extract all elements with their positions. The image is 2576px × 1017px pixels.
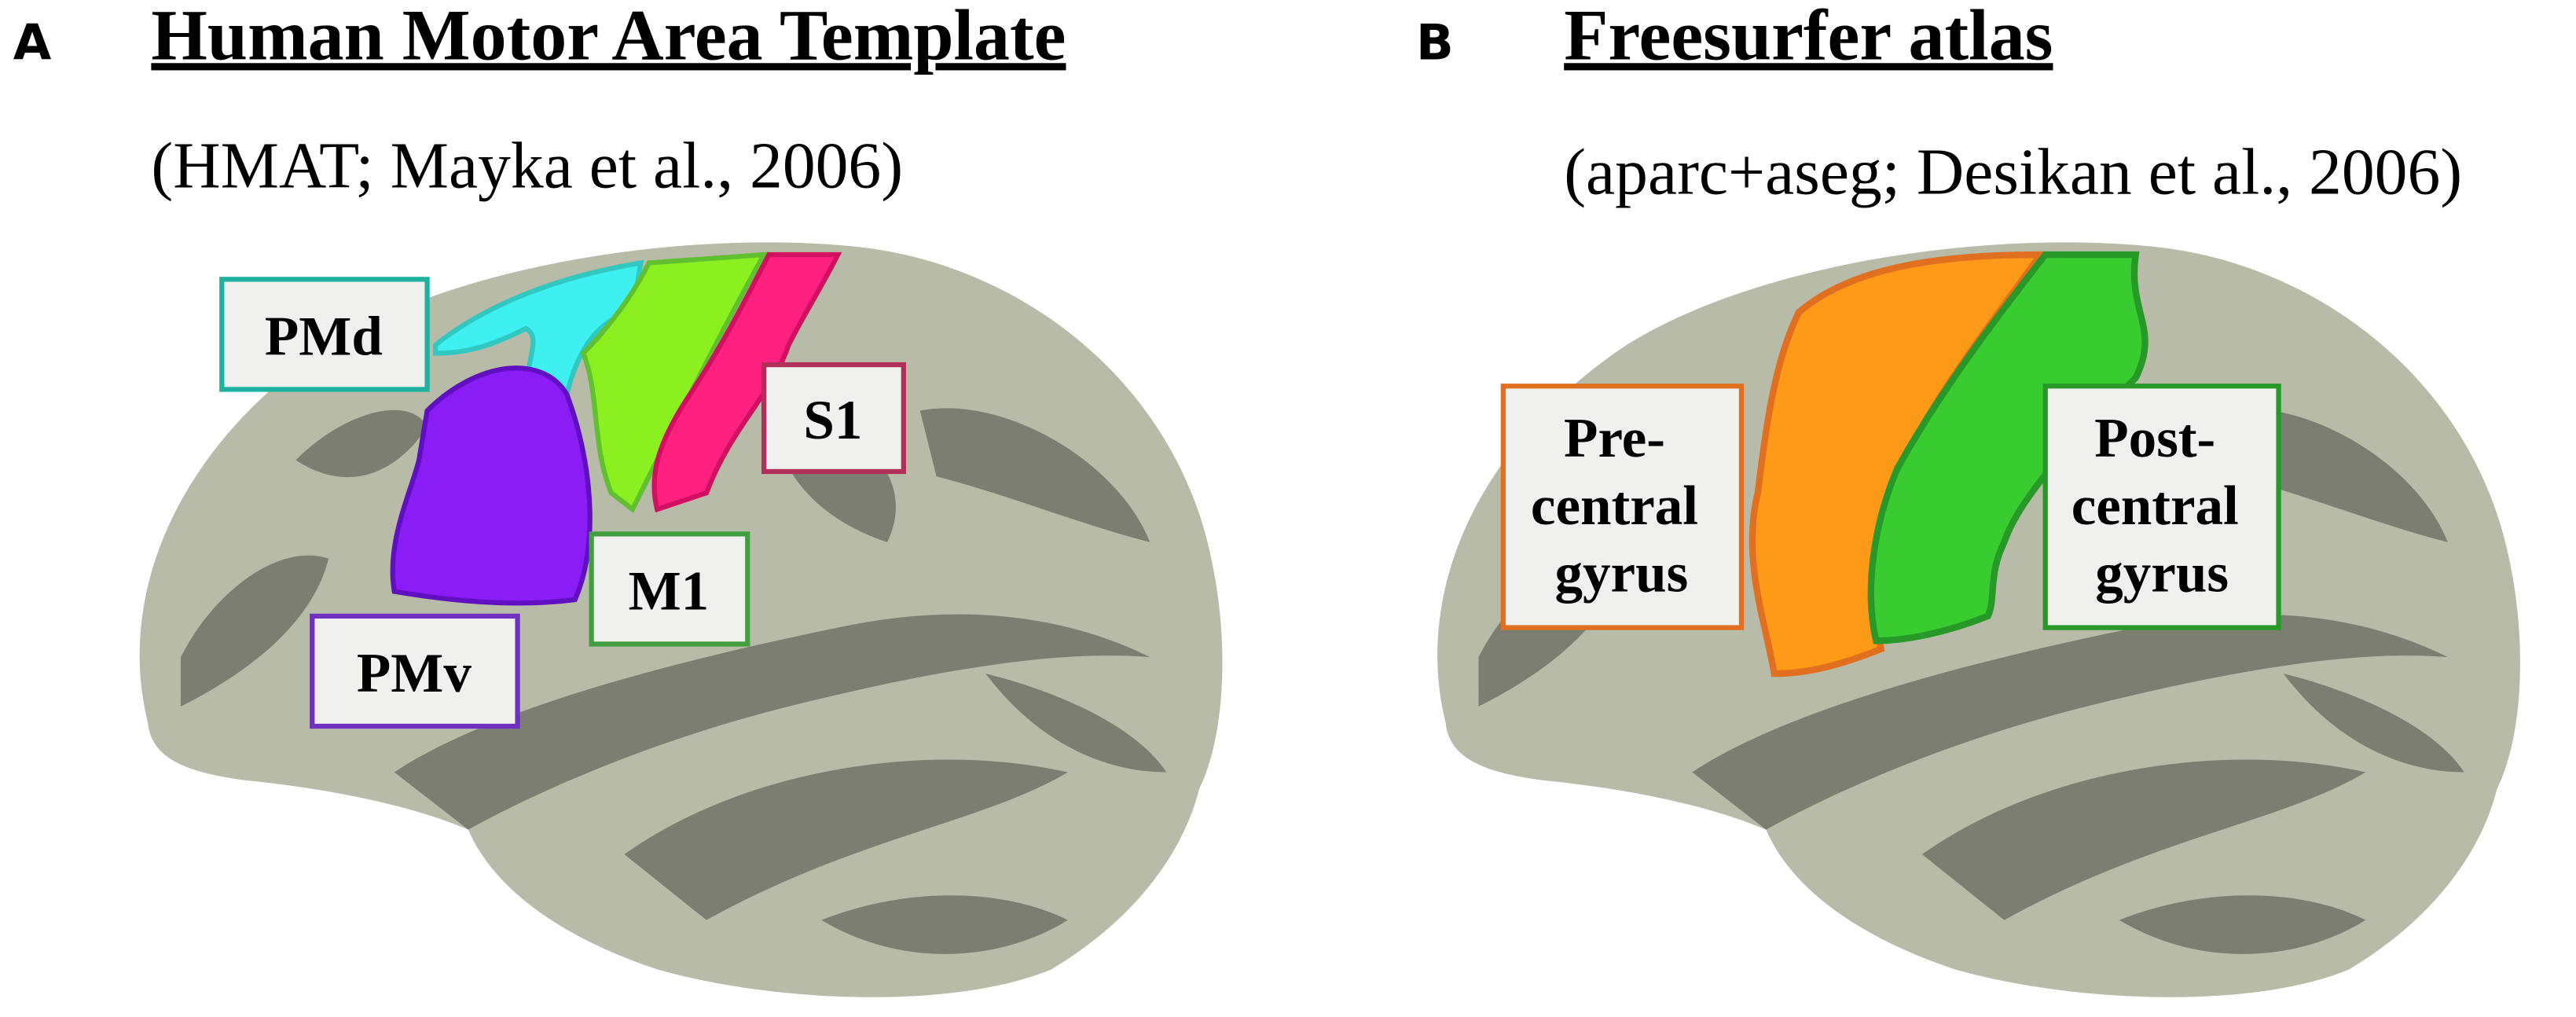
region-label: S1 <box>803 390 862 451</box>
panel-title: Human Motor Area Template <box>151 0 1066 75</box>
m1-region <box>580 251 769 513</box>
region-label: PMd <box>265 307 383 368</box>
panel-subtitle: (HMAT; Mayka et al., 2006) <box>151 129 903 202</box>
s1-region <box>651 251 842 513</box>
label-box <box>761 362 906 475</box>
panel-title: Freesurfer atlas <box>1564 0 2053 75</box>
label-box <box>2042 384 2281 630</box>
region-label: PMv <box>357 643 472 704</box>
panel-subtitle: (aparc+aseg; Desikan et al., 2006) <box>1564 136 2462 209</box>
pmv-region <box>390 365 593 606</box>
label-box <box>1500 384 1745 630</box>
region-label: M1 <box>629 561 710 622</box>
label-box <box>589 531 750 647</box>
label-box <box>310 613 520 729</box>
postcentral-region <box>1867 251 2149 644</box>
panel-letter: A <box>13 13 52 71</box>
panel-letter: B <box>1416 13 1454 71</box>
pmd-region <box>432 259 644 397</box>
label-box <box>219 277 430 392</box>
region-label: Post- central gyrus <box>2071 408 2253 604</box>
region-label: Pre- central gyrus <box>1531 408 1712 604</box>
